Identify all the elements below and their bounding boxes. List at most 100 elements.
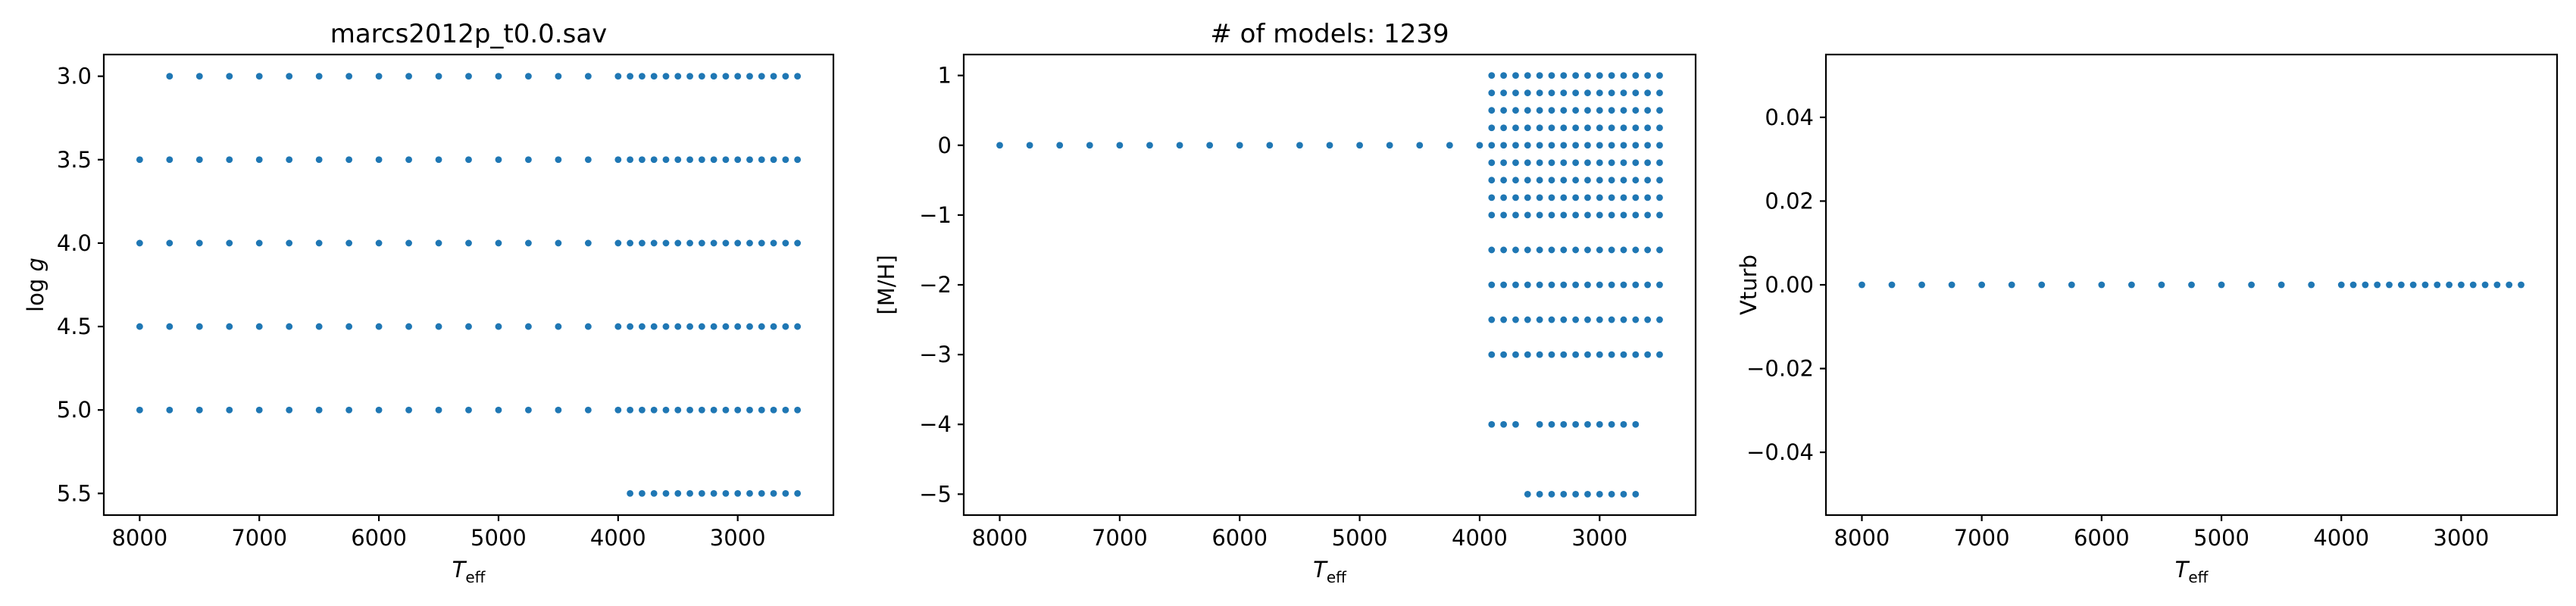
chart-2-data-point (1296, 142, 1303, 149)
chart-1-data-point (710, 239, 717, 247)
chart-2-data-point (1620, 159, 1627, 167)
chart-1-data-point (722, 73, 730, 80)
chart-1-data-point (166, 239, 174, 247)
chart-2-data-point (1560, 420, 1568, 428)
chart-2-data-point (1584, 107, 1591, 114)
chart-1-axes-frame (102, 53, 835, 517)
chart-2-data-point (1488, 107, 1496, 114)
chart-2-data-point (1524, 351, 1531, 358)
chart-2-data-point (1488, 246, 1496, 254)
chart-2-data-point (1632, 194, 1640, 201)
chart-2-data-point (1620, 211, 1627, 219)
chart-1-data-point (345, 239, 353, 247)
chart-3-data-point (2349, 281, 2357, 289)
chart-2-data-point (1620, 72, 1627, 80)
chart-1-data-point (650, 239, 658, 247)
chart-2-data-point (1656, 246, 1663, 254)
chart-2-y-axis-label: [M/H] (874, 255, 899, 314)
chart-1-data-point (650, 73, 658, 80)
chart-1-data-point (375, 156, 383, 164)
chart-1-data-point (639, 156, 646, 164)
chart-2-data-point (1596, 351, 1603, 358)
chart-2-data-point (1500, 89, 1508, 97)
chart-1-data-point (255, 323, 263, 330)
chart-2-data-point (1620, 194, 1627, 201)
chart-2-data-point (1656, 316, 1663, 323)
chart-1-data-point (226, 156, 233, 164)
chart-2-data-point (1632, 176, 1640, 184)
chart-3-x-tick-label: 5000 (2193, 525, 2249, 551)
chart-2-data-point (1548, 72, 1555, 80)
chart-1-data-point (674, 156, 682, 164)
chart-1-y-tick-label: 5.5 (57, 480, 92, 506)
chart-1-data-point (136, 239, 143, 247)
chart-1-data-point (465, 156, 472, 164)
chart-2-data-point (1584, 490, 1591, 498)
chart-2-data-point (1536, 246, 1543, 254)
chart-1-data-point (782, 406, 789, 414)
chart-3-data-point (2386, 281, 2393, 289)
chart-2-data-point (1572, 142, 1580, 149)
chart-2-data-point (1488, 316, 1496, 323)
chart-2-data-point (1536, 351, 1543, 358)
chart-2-data-point (1560, 89, 1568, 97)
chart-1-data-point (525, 323, 532, 330)
chart-3-data-point (2038, 281, 2046, 289)
chart-2-data-point (1572, 159, 1580, 167)
chart-1-data-point (525, 73, 532, 80)
chart-2-data-point (1548, 107, 1555, 114)
chart-1-data-point (674, 73, 682, 80)
chart-2-data-point (1560, 281, 1568, 289)
chart-1-data-point (627, 156, 634, 164)
chart-1-data-point (662, 239, 670, 247)
chart-2-data-point (1608, 211, 1615, 219)
chart-2-data-point (1560, 351, 1568, 358)
chart-1-data-point (315, 239, 323, 247)
chart-1-data-point (136, 323, 143, 330)
chart-1-data-point (758, 406, 765, 414)
chart-2-data-point (1536, 107, 1543, 114)
chart-2-y-tick-label: −5 (919, 481, 952, 507)
chart-2-data-point (1560, 142, 1568, 149)
chart-2-data-point (1644, 124, 1652, 132)
chart-1-data-point (375, 406, 383, 414)
chart-3-data-point (2421, 281, 2429, 289)
chart-2-data-point (1524, 211, 1531, 219)
chart-2-data-point (1620, 124, 1627, 132)
chart-2-data-point (1524, 246, 1531, 254)
chart-2-data-point (1488, 89, 1496, 97)
chart-2-data-point (1560, 107, 1568, 114)
chart-3-data-point (2337, 281, 2345, 289)
chart-2-data-point (1596, 159, 1603, 167)
chart-2-data-point (1632, 124, 1640, 132)
chart-1-data-point (584, 156, 592, 164)
chart-2-data-point (1512, 420, 1519, 428)
chart-2-data-point (1512, 194, 1519, 201)
chart-1-data-point (650, 323, 658, 330)
chart-2-data-point (1524, 107, 1531, 114)
chart-1-y-axis-label: log g (23, 258, 48, 312)
chart-1-data-point (555, 156, 562, 164)
chart-1-data-point (286, 73, 293, 80)
chart-1-data-point (584, 239, 592, 247)
chart-3-data-point (1859, 281, 1865, 289)
chart-2-data-point (1548, 281, 1555, 289)
chart-2-data-point (1524, 316, 1531, 323)
chart-2-data-point (1500, 176, 1508, 184)
chart-2-data-point (1488, 159, 1496, 167)
chart-3-data-point (2481, 281, 2489, 289)
chart-1-data-point (770, 489, 777, 497)
chart-3-data-point (2158, 281, 2165, 289)
chart-2-data-point (1572, 176, 1580, 184)
chart-2-data-point (1644, 194, 1652, 201)
chart-2-data-point (1548, 159, 1555, 167)
chart-2-data-point (1620, 351, 1627, 358)
chart-1-data-point (698, 406, 705, 414)
chart-1-data-point (226, 323, 233, 330)
chart-1-data-point (650, 489, 658, 497)
chart-2-x-tick-label: 7000 (1092, 525, 1148, 551)
chart-2-data-point (1644, 89, 1652, 97)
chart-1-data-point (698, 323, 705, 330)
chart-3-data-point (2469, 281, 2477, 289)
chart-2-data-point (1236, 142, 1243, 149)
